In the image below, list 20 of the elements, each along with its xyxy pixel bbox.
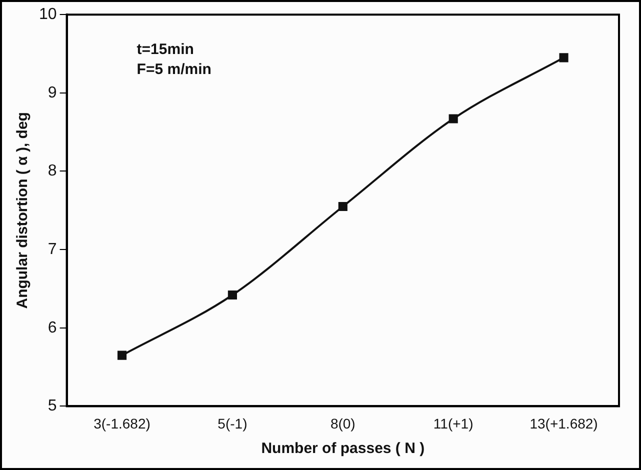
y-tick-label: 10 [39, 6, 57, 24]
point [338, 202, 348, 212]
point [117, 350, 127, 360]
x-tick-label: 11(+1) [433, 415, 474, 432]
point [228, 290, 237, 300]
y-tick-label: 8 [48, 162, 57, 180]
y-tick-label: 9 [48, 84, 57, 102]
x-tick-label: 13(+1.682) [530, 415, 598, 432]
x-tick-label: 5(-1) [218, 415, 248, 432]
point [559, 53, 568, 62]
y-axis-title: Angular distortion ( α ), deg [14, 112, 32, 309]
x-axis-title: Number of passes ( N ) [261, 440, 425, 458]
annotation: t=15min [136, 41, 194, 58]
annotation: F=5 m/min [136, 61, 212, 78]
y-tick-label: 7 [48, 240, 57, 258]
y-tick-label: 6 [48, 319, 57, 336]
x-tick-label: 3(-1.682) [94, 415, 150, 432]
y-tick-label: 5 [48, 398, 57, 415]
point [448, 114, 458, 124]
x-tick-label: 8(0) [330, 415, 356, 432]
